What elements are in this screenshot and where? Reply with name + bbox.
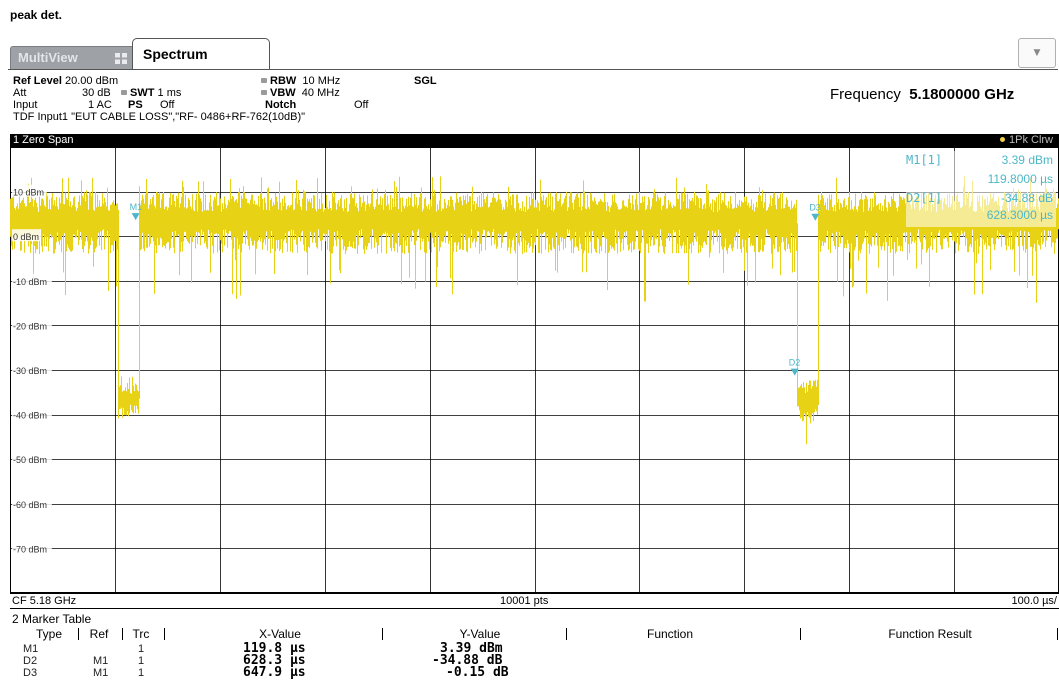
m1-readout-level: 3.39 dBm: [1001, 153, 1053, 167]
ref-level-setting: Ref Level 20.00 dBm: [13, 75, 119, 87]
row-type: M1: [23, 643, 39, 655]
rbw-setting: RBW 10 MHz: [258, 75, 340, 87]
row-x-value: 119.8 µs: [243, 641, 306, 656]
input-value: 1 AC: [88, 99, 112, 111]
marker-table-title: 2 Marker Table: [12, 612, 92, 626]
y-tick-label: -20 dBm: [13, 321, 47, 331]
notch-value: Off: [354, 99, 369, 111]
ps-label: PS: [128, 99, 143, 111]
marker-label: D2: [789, 358, 801, 368]
ps-value: Off: [160, 99, 175, 111]
column-header-trc: Trc: [132, 627, 150, 641]
caption: peak det.: [10, 8, 63, 22]
y-tick-label: 0 dBm: [13, 232, 39, 242]
trace-label: 1Pk Clrw: [999, 134, 1053, 147]
trace-envelope: [10, 176, 1059, 445]
tdf-info: TDF Input1 "EUT CABLE LOSS","RF- 0486+RF…: [13, 111, 306, 123]
marker-d3: [811, 213, 820, 221]
marker-m1: [131, 213, 140, 221]
sgl-indicator: SGL: [414, 75, 437, 87]
marker-label: D3: [809, 203, 821, 213]
d2-readout-label: D2[1]: [906, 191, 943, 205]
notch-label: Notch: [265, 99, 297, 111]
y-tick-label: -60 dBm: [13, 500, 47, 510]
grid-icon: [115, 53, 127, 64]
tab-multiview-label: MultiView: [18, 50, 78, 65]
tab-spectrum-label: Spectrum: [143, 46, 208, 62]
tab-multiview[interactable]: MultiView: [10, 46, 134, 69]
d2-readout-time: 628.3000 µs: [986, 208, 1053, 222]
m1-readout-time: 119.8000 µs: [987, 172, 1053, 186]
time-per-division: 100.0 µs/: [1011, 595, 1057, 607]
d2-readout-level: -34.88 dB: [1000, 191, 1053, 205]
tab-spectrum[interactable]: Spectrum: [132, 38, 270, 70]
tab-bar: MultiView Spectrum: [8, 38, 1058, 70]
window-title: 1 Zero Span: [13, 134, 74, 146]
att-value: 30 dB: [82, 87, 111, 99]
y-tick-label: -10 dBm: [13, 277, 47, 287]
chevron-down-icon[interactable]: ▼: [1018, 38, 1056, 68]
y-tick-label: -50 dBm: [13, 455, 47, 465]
frequency-readout: Frequency 5.1800000 GHz: [830, 86, 1015, 103]
column-header-ref: Ref: [89, 627, 109, 641]
row-trc: 1: [138, 667, 145, 679]
column-header-function: Function: [646, 627, 694, 641]
y-tick-label: -70 dBm: [13, 544, 47, 554]
marker-d2: [790, 368, 799, 376]
center-frequency: CF 5.18 GHz: [12, 595, 77, 607]
column-header-x-value: X-Value: [259, 627, 301, 641]
marker-label: M1: [130, 202, 143, 212]
column-header-y-value: Y-Value: [459, 627, 501, 641]
trace-dot-icon: [999, 137, 1005, 142]
y-tick-label: 10 dBm: [13, 188, 44, 198]
y-tick-label: -40 dBm: [13, 411, 47, 421]
row-trc: 1: [138, 643, 145, 655]
plot-footer: CF 5.18 GHz 10001 pts 100.0 µs/: [10, 593, 1059, 609]
swt-setting: SWT 1 ms: [118, 87, 181, 99]
readout-backdrop: [906, 151, 1056, 227]
row-y-value: 3.39 dBm: [440, 641, 503, 656]
input-label: Input: [13, 99, 38, 111]
row-type: D3: [23, 667, 38, 679]
plot-svg: 10 dBm 0 dBm -10 dBm -20 dBm -30 dBm -40 dBm -…: [10, 147, 1059, 593]
column-header-type: Type: [35, 627, 62, 641]
row-y-value: -0.15 dB: [446, 665, 509, 680]
row-x-value: 628.3 µs: [243, 653, 306, 668]
row-trc: 1: [138, 655, 145, 667]
y-tick-label: -30 dBm: [13, 366, 47, 376]
row-ref: M1: [93, 655, 109, 667]
vbw-setting: VBW 40 MHz: [258, 87, 340, 99]
sweep-points: 10001 pts: [500, 595, 549, 607]
m1-readout-label: M1[1]: [906, 153, 943, 167]
row-type: D2: [23, 655, 38, 667]
att-label: Att: [13, 87, 27, 99]
row-ref: M1: [93, 667, 109, 679]
window-title-bar: 1 Zero Span 1Pk Clrw: [10, 134, 1059, 147]
tab-divider: [8, 69, 1058, 70]
trace-1: [10, 176, 1059, 445]
row-y-value: -34.88 dB: [432, 653, 503, 668]
zero-span-plot[interactable]: 10 dBm 0 dBm -10 dBm -20 dBm -30 dBm -40 dBm -…: [10, 147, 1059, 593]
column-header-function-result: Function Result: [888, 627, 972, 641]
row-x-value: 647.9 µs: [243, 665, 306, 680]
